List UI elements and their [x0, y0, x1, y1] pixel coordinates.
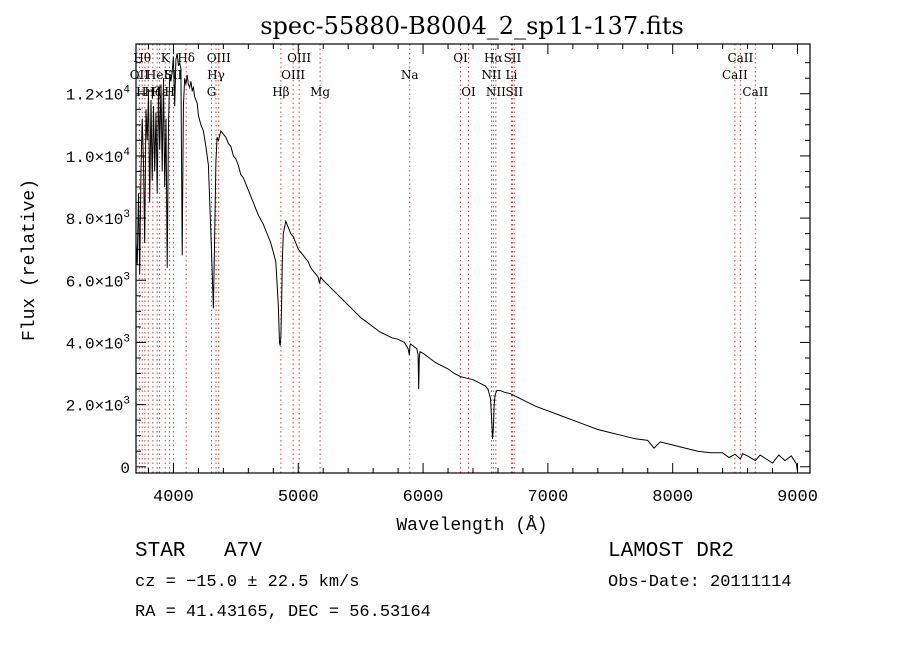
line-label-caii-29: CaII — [742, 85, 768, 99]
line-label-sii-25: SII — [504, 51, 522, 65]
spectral-line-markers — [138, 44, 756, 473]
y-tick-label: 2.0×103 — [66, 396, 130, 416]
line-label-oiii-15: OIII — [281, 68, 305, 82]
y-tick-label: 1.0×104 — [66, 147, 131, 167]
line-label-nii-21: NII — [481, 68, 501, 82]
line-label-mg-17: Mg — [310, 85, 330, 99]
line-label-caii-27: CaII — [722, 68, 748, 82]
line-label-sii-26: SII — [505, 85, 523, 99]
line-label-hei-5: HeI — [146, 68, 169, 82]
line-label-g-11: G — [207, 85, 217, 99]
x-tick-label: 5000 — [278, 488, 319, 507]
y-tick-label: 8.0×103 — [66, 209, 130, 229]
survey-label: LAMOST DR2 — [608, 540, 735, 563]
object-class: STAR — [135, 540, 186, 563]
line-label-h-2: Hη — [136, 85, 154, 99]
line-label-nii-23: NII — [486, 85, 506, 99]
x-axis: 4000 5000 6000 7000 8000 9000 — [147, 44, 818, 507]
redshift-cz: cz = −15.0 ± 22.5 km/s — [135, 573, 360, 592]
x-tick-label: 7000 — [527, 488, 568, 507]
line-label-na-18: Na — [401, 68, 419, 82]
y-tick-label: 0 — [120, 460, 130, 478]
x-tick-label: 8000 — [652, 488, 693, 507]
line-label-h-22: Hα — [484, 51, 503, 65]
line-label-oiii-13: OIII — [207, 51, 231, 65]
line-label-h-10: Hδ — [177, 51, 195, 65]
y-tick-label: 1.2×104 — [66, 85, 131, 105]
plot-frame — [135, 43, 811, 474]
x-tick-label: 6000 — [403, 488, 444, 507]
y-tick-label: 6.0×103 — [66, 271, 130, 291]
line-label-caii-28: CaII — [727, 51, 753, 65]
line-label-h-14: Hβ — [272, 85, 289, 99]
y-axis-label: Flux (relative) — [20, 179, 40, 341]
line-label-oiii-16: OIII — [287, 51, 311, 65]
line-label-oi-20: OI — [461, 85, 476, 99]
object-class-label: STAR A7V — [135, 540, 262, 563]
x-axis-label: Wavelength (Å) — [396, 515, 547, 536]
spectral-line-labels: OIIHθHηHζHeIHεKHSIIHδGHγOIIIHβOIIIOIIIMg… — [130, 51, 769, 99]
line-label-h-1: Hθ — [133, 51, 151, 65]
x-tick-label: 4000 — [153, 488, 194, 507]
line-label-oi-19: OI — [453, 51, 468, 65]
spectrum-line — [135, 53, 798, 472]
y-axis: 0 2.0×103 4.0×103 6.0×103 8.0×103 1.0×104 1.2×… — [66, 62, 810, 478]
sky-coordinates: RA = 41.43165, DEC = 56.53164 — [135, 603, 431, 622]
y-tick-label: 4.0×103 — [66, 333, 130, 353]
object-subclass: A7V — [224, 540, 262, 563]
line-label-oii-0: OII — [130, 68, 150, 82]
line-label-li-24: Li — [506, 68, 518, 82]
observation-date: Obs-Date: 20111114 — [608, 573, 792, 592]
line-label-k-7: K — [161, 51, 171, 65]
line-label-h-12: Hγ — [207, 68, 225, 82]
x-tick-label: 9000 — [777, 488, 818, 507]
chart-title: spec-55880-B8004_2_sp11-137.fits — [260, 12, 684, 40]
